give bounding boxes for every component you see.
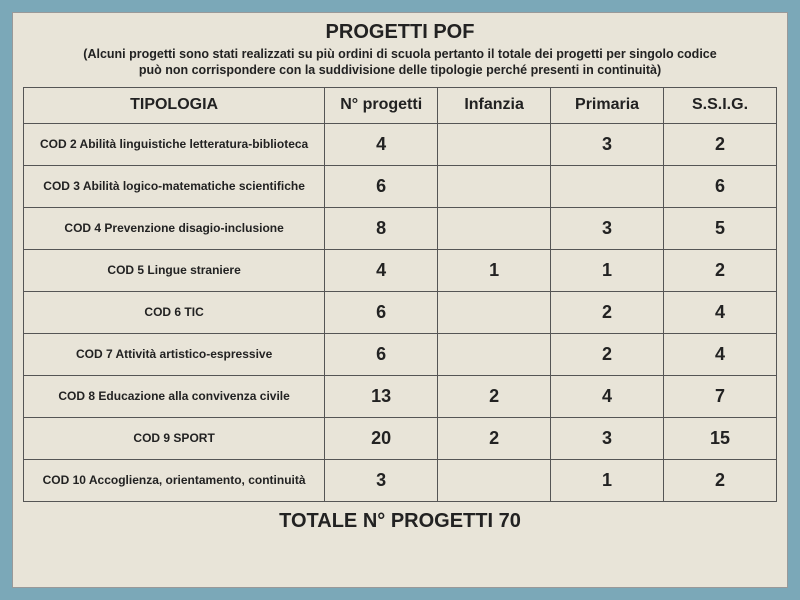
page-title: PROGETTI POF (23, 21, 777, 44)
row-label: COD 6 TIC (24, 291, 325, 333)
row-ssig: 4 (664, 333, 777, 375)
row-n: 4 (325, 123, 438, 165)
row-label: COD 9 SPORT (24, 417, 325, 459)
row-inf (438, 123, 551, 165)
row-n: 13 (325, 375, 438, 417)
row-label: COD 5 Lingue straniere (24, 249, 325, 291)
row-ssig: 2 (664, 123, 777, 165)
row-n: 8 (325, 207, 438, 249)
row-label: COD 8 Educazione alla convivenza civile (24, 375, 325, 417)
row-inf (438, 291, 551, 333)
row-ssig: 2 (664, 459, 777, 501)
row-label: COD 10 Accoglienza, orientamento, contin… (24, 459, 325, 501)
table-row: COD 8 Educazione alla convivenza civile … (24, 375, 777, 417)
row-ssig: 7 (664, 375, 777, 417)
header-infanzia: Infanzia (438, 87, 551, 123)
header-nprogetti: N° progetti (325, 87, 438, 123)
page-subtitle: (Alcuni progetti sono stati realizzati s… (23, 46, 777, 79)
header-ssig: S.S.I.G. (664, 87, 777, 123)
row-ssig: 5 (664, 207, 777, 249)
row-pri: 1 (551, 459, 664, 501)
subtitle-line2: può non corrispondere con la suddivision… (139, 63, 661, 77)
table-row: COD 3 Abilità logico-matematiche scienti… (24, 165, 777, 207)
row-inf (438, 207, 551, 249)
row-label: COD 3 Abilità logico-matematiche scienti… (24, 165, 325, 207)
row-n: 6 (325, 291, 438, 333)
header-primaria: Primaria (551, 87, 664, 123)
table-row: COD 10 Accoglienza, orientamento, contin… (24, 459, 777, 501)
row-ssig: 2 (664, 249, 777, 291)
row-pri: 3 (551, 123, 664, 165)
row-n: 20 (325, 417, 438, 459)
row-label: COD 7 Attività artistico-espressive (24, 333, 325, 375)
row-label: COD 2 Abilità linguistiche letteratura-b… (24, 123, 325, 165)
row-pri: 4 (551, 375, 664, 417)
slide-page: PROGETTI POF (Alcuni progetti sono stati… (12, 12, 788, 588)
row-pri: 3 (551, 417, 664, 459)
table-row: COD 5 Lingue straniere 4 1 1 2 (24, 249, 777, 291)
row-inf: 2 (438, 417, 551, 459)
table-row: COD 9 SPORT 20 2 3 15 (24, 417, 777, 459)
table-row: COD 6 TIC 6 2 4 (24, 291, 777, 333)
row-pri: 2 (551, 291, 664, 333)
row-inf: 1 (438, 249, 551, 291)
row-label: COD 4 Prevenzione disagio-inclusione (24, 207, 325, 249)
row-inf: 2 (438, 375, 551, 417)
row-pri: 2 (551, 333, 664, 375)
row-n: 4 (325, 249, 438, 291)
totale-label: TOTALE N° PROGETTI 70 (23, 510, 777, 533)
row-ssig: 15 (664, 417, 777, 459)
table-header-row: TIPOLOGIA N° progetti Infanzia Primaria … (24, 87, 777, 123)
table-body: COD 2 Abilità linguistiche letteratura-b… (24, 123, 777, 501)
table-row: COD 4 Prevenzione disagio-inclusione 8 3… (24, 207, 777, 249)
row-inf (438, 459, 551, 501)
row-n: 3 (325, 459, 438, 501)
row-n: 6 (325, 165, 438, 207)
subtitle-line1: (Alcuni progetti sono stati realizzati s… (83, 47, 716, 61)
row-inf (438, 333, 551, 375)
projects-table: TIPOLOGIA N° progetti Infanzia Primaria … (23, 87, 777, 502)
row-ssig: 4 (664, 291, 777, 333)
row-ssig: 6 (664, 165, 777, 207)
header-tipologia: TIPOLOGIA (24, 87, 325, 123)
row-n: 6 (325, 333, 438, 375)
table-row: COD 2 Abilità linguistiche letteratura-b… (24, 123, 777, 165)
table-row: COD 7 Attività artistico-espressive 6 2 … (24, 333, 777, 375)
row-inf (438, 165, 551, 207)
row-pri: 1 (551, 249, 664, 291)
row-pri: 3 (551, 207, 664, 249)
row-pri (551, 165, 664, 207)
